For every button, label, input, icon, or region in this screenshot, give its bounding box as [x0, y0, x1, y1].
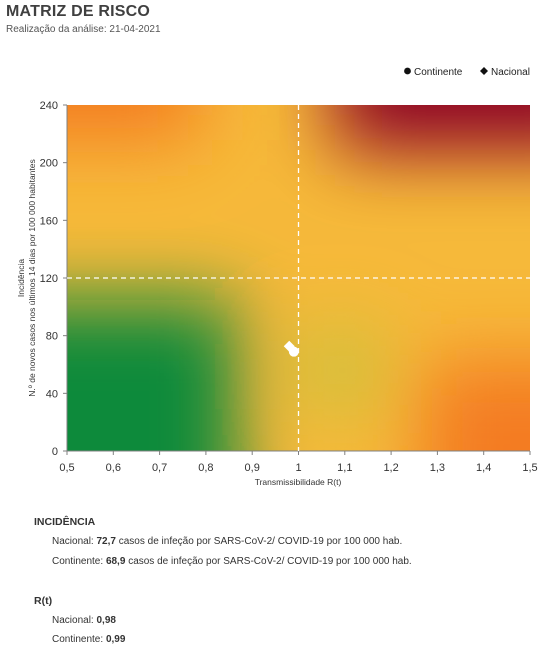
x-axis-ticks: 0,5 0,6 0,7 0,8 0,9 1 1,1 1,2 1,3 1,4 1,5	[59, 451, 538, 474]
risk-matrix-chart: 0 40 80 120 160 200 240 0,5 0,6 0,7 0,8 0,9 1 1,1 1,2…	[16, 67, 538, 487]
analysis-date: Realização da análise: 21-04-2021	[6, 24, 161, 35]
x-tick-label: 0,8	[198, 462, 213, 474]
x-tick-label: 1,5	[522, 462, 537, 474]
y-axis-title: Incidência	[16, 259, 26, 298]
incidence-nacional: Nacional: 72,7 casos de infeção por SARS…	[52, 536, 403, 547]
incidence-continente: Continente: 68,9 casos de infeção por SA…	[52, 556, 412, 567]
y-tick-label: 200	[40, 158, 58, 170]
legend-item-nacional: Nacional	[491, 67, 530, 78]
risk-gradient-background	[67, 105, 530, 451]
x-tick-label: 1,1	[337, 462, 352, 474]
incidence-heading: INCIDÊNCIA	[34, 516, 96, 528]
y-axis-ticks: 0 40 80 120 160 200 240	[40, 100, 67, 458]
rt-continente: Continente: 0,99	[52, 634, 126, 645]
x-tick-label: 1,4	[476, 462, 491, 474]
rt-heading: R(t)	[34, 595, 53, 607]
page-title: MATRIZ DE RISCO	[6, 3, 151, 20]
y-tick-label: 0	[52, 446, 58, 458]
y-tick-label: 240	[40, 100, 58, 112]
x-tick-label: 0,5	[59, 462, 74, 474]
x-axis-title: Transmissibilidade R(t)	[255, 477, 342, 487]
y-tick-label: 80	[46, 331, 58, 343]
x-tick-label: 0,6	[106, 462, 121, 474]
y-axis-subtitle: N.º de novos casos nos últimos 14 dias p…	[27, 159, 37, 396]
y-tick-label: 40	[46, 388, 58, 400]
point-nacional	[283, 340, 295, 352]
x-tick-label: 1	[295, 462, 301, 474]
x-tick-label: 1,3	[430, 462, 445, 474]
legend-item-continente: Continente	[414, 67, 463, 78]
data-points	[283, 340, 299, 357]
y-tick-label: 160	[40, 215, 58, 227]
x-tick-label: 0,7	[152, 462, 167, 474]
y-tick-label: 120	[40, 273, 58, 285]
x-tick-label: 0,9	[245, 462, 260, 474]
rt-nacional: Nacional: 0,98	[52, 615, 116, 626]
x-tick-label: 1,2	[383, 462, 398, 474]
legend-circle-marker	[404, 67, 411, 75]
legend: Continente Nacional	[404, 67, 530, 78]
legend-diamond-marker	[480, 67, 488, 75]
